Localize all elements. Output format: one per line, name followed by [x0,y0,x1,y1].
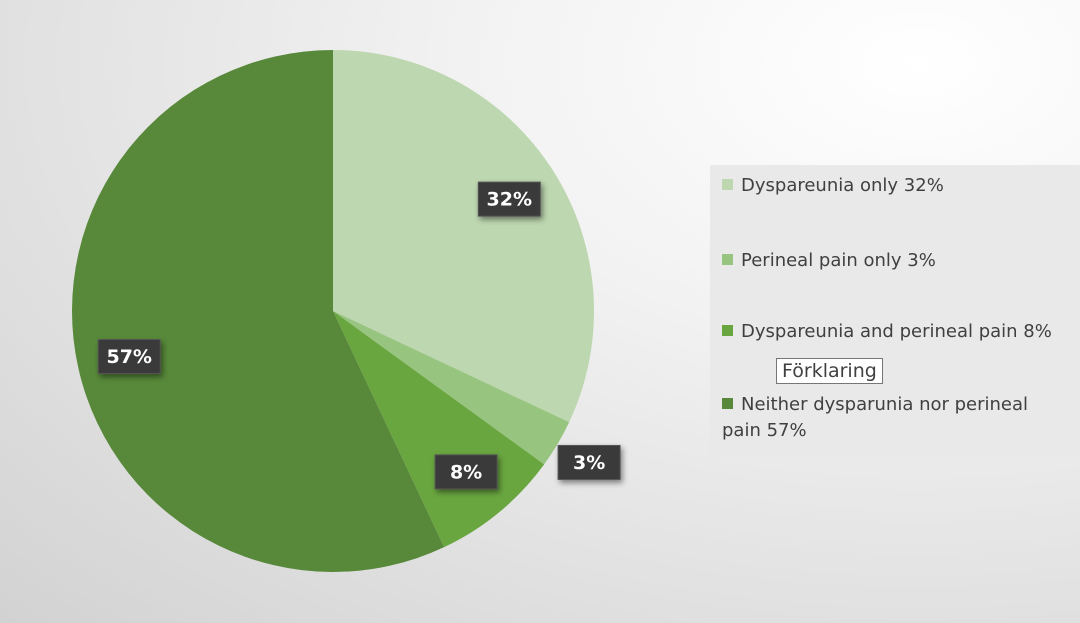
data-label-box [97,339,161,375]
data-label-box [477,181,541,217]
pie-slice [333,50,594,423]
data-label-text: 57% [106,346,151,368]
data-label: 32% [477,181,541,217]
legend-item: Perineal pain only 3% [722,248,1072,274]
legend-swatch [722,254,733,265]
legend-label: Neither dysparunia nor perineal pain 57% [722,394,1029,441]
pie-slice [71,50,445,572]
data-label-box [557,444,621,480]
legend-label: Perineal pain only 3% [741,250,936,271]
legend-label: Dyspareunia only 32% [741,175,944,196]
data-label-text: 3% [573,452,605,474]
legend-label: Dyspareunia and perineal pain 8% [741,321,1052,342]
chart: 32% 3% 8% 57% [71,50,621,572]
legend-swatch [722,398,733,409]
legend-swatch [722,325,733,336]
tooltip: Förklaring [776,358,883,384]
pie-slice [333,311,570,465]
legend-item: Dyspareunia and perineal pain 8% [722,319,1072,345]
data-label: 57% [97,339,161,375]
data-label: 3% [557,444,621,480]
data-label: 8% [434,454,498,490]
legend-item: Dyspareunia only 32% [722,173,1072,199]
legend: Dyspareunia only 32% Perineal pain only 3… [710,165,1080,457]
data-label-text: 8% [450,461,482,483]
legend-item: Neither dysparunia nor perineal pain 57% [722,392,1072,444]
data-label-box [434,454,498,490]
data-label-text: 32% [487,189,532,211]
legend-swatch [722,179,733,190]
